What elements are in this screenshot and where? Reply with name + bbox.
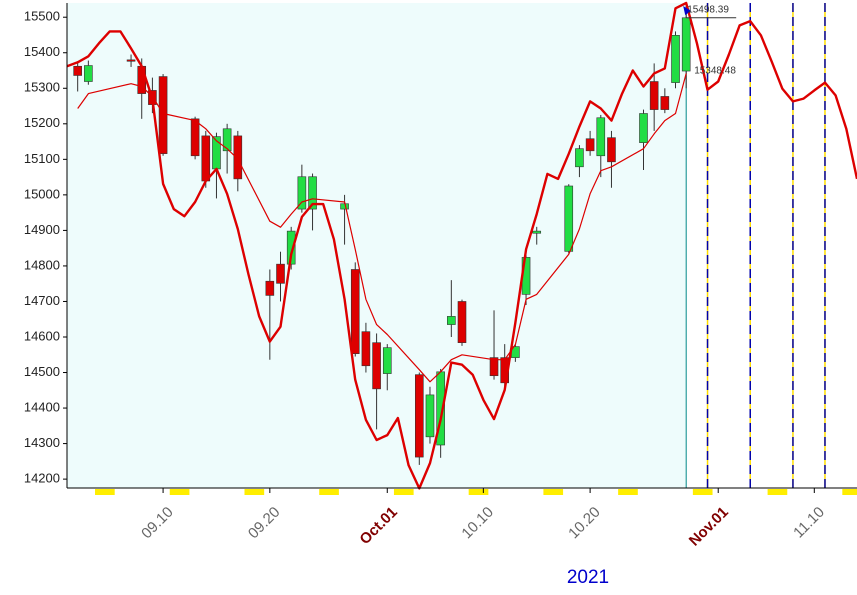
candle-body — [425, 394, 435, 438]
marker-flag — [683, 6, 692, 15]
y-tick-label: 14800 — [24, 257, 60, 272]
annotation: 15498.39 — [687, 4, 729, 15]
candle-body — [222, 128, 232, 152]
weekend-marker — [169, 489, 190, 495]
annotation: 15348.48 — [694, 66, 736, 77]
candle-body — [201, 135, 211, 182]
candle-body — [585, 138, 595, 152]
candle-body — [297, 176, 307, 210]
candle-body — [190, 118, 200, 157]
candle-body — [414, 374, 424, 458]
line — [66, 1, 857, 490]
candle-body — [73, 65, 82, 76]
weekend-marker — [767, 489, 788, 495]
candle-body — [489, 357, 499, 377]
y-tick-label: 15400 — [24, 44, 60, 59]
weekend-marker — [692, 489, 713, 495]
weekend-marker — [842, 489, 857, 495]
y-tick-label: 15500 — [24, 9, 60, 24]
x-axis-label: 2021 — [567, 567, 609, 588]
y-tick-label: 14400 — [24, 399, 60, 414]
weekend-marker — [95, 489, 115, 495]
line — [77, 73, 687, 383]
candle-body — [276, 263, 285, 284]
candle-body — [639, 113, 648, 143]
candle-body — [84, 65, 93, 82]
candle-body — [660, 96, 670, 110]
y-tick-label: 15000 — [24, 186, 60, 201]
weekend-marker — [393, 489, 414, 495]
weekend-marker — [543, 489, 564, 495]
weekend-marker — [319, 489, 339, 495]
y-tick-label: 14300 — [24, 435, 60, 450]
y-tick-label: 14500 — [24, 364, 60, 379]
candle-body — [649, 81, 659, 110]
plot-area: 15498.39 15348.48 14200 14300 14400 14500 1460… — [24, 1, 857, 550]
candle-body — [575, 148, 584, 168]
y-tick-label: 14700 — [24, 293, 60, 308]
y-tick-label: 14900 — [24, 222, 60, 237]
candle-body — [447, 316, 456, 325]
y-tick-label: 15300 — [24, 80, 60, 95]
candle-body — [671, 35, 680, 83]
y-tick-label: 14600 — [24, 328, 60, 343]
candle-body — [681, 17, 691, 72]
candle-body — [308, 176, 317, 210]
candle-body — [158, 76, 168, 154]
candle-body — [350, 269, 360, 354]
candle-body — [607, 137, 616, 163]
candle-body — [596, 117, 606, 157]
candle-body — [564, 185, 574, 252]
weekend-marker — [244, 489, 265, 495]
candle-body — [361, 331, 371, 367]
candle-body — [382, 347, 392, 374]
weekend-marker — [468, 489, 489, 495]
candle-body — [457, 301, 467, 343]
candle-body — [532, 230, 542, 234]
y-tick-label: 15100 — [24, 151, 60, 166]
candle-body — [372, 342, 381, 390]
y-tick-label: 15200 — [24, 115, 60, 130]
weekend-marker — [618, 489, 638, 495]
candle-body — [233, 135, 243, 180]
y-tick-label: 14200 — [24, 471, 60, 486]
candle-body — [126, 59, 136, 62]
candle-body — [265, 280, 275, 296]
candle-body — [286, 230, 296, 265]
